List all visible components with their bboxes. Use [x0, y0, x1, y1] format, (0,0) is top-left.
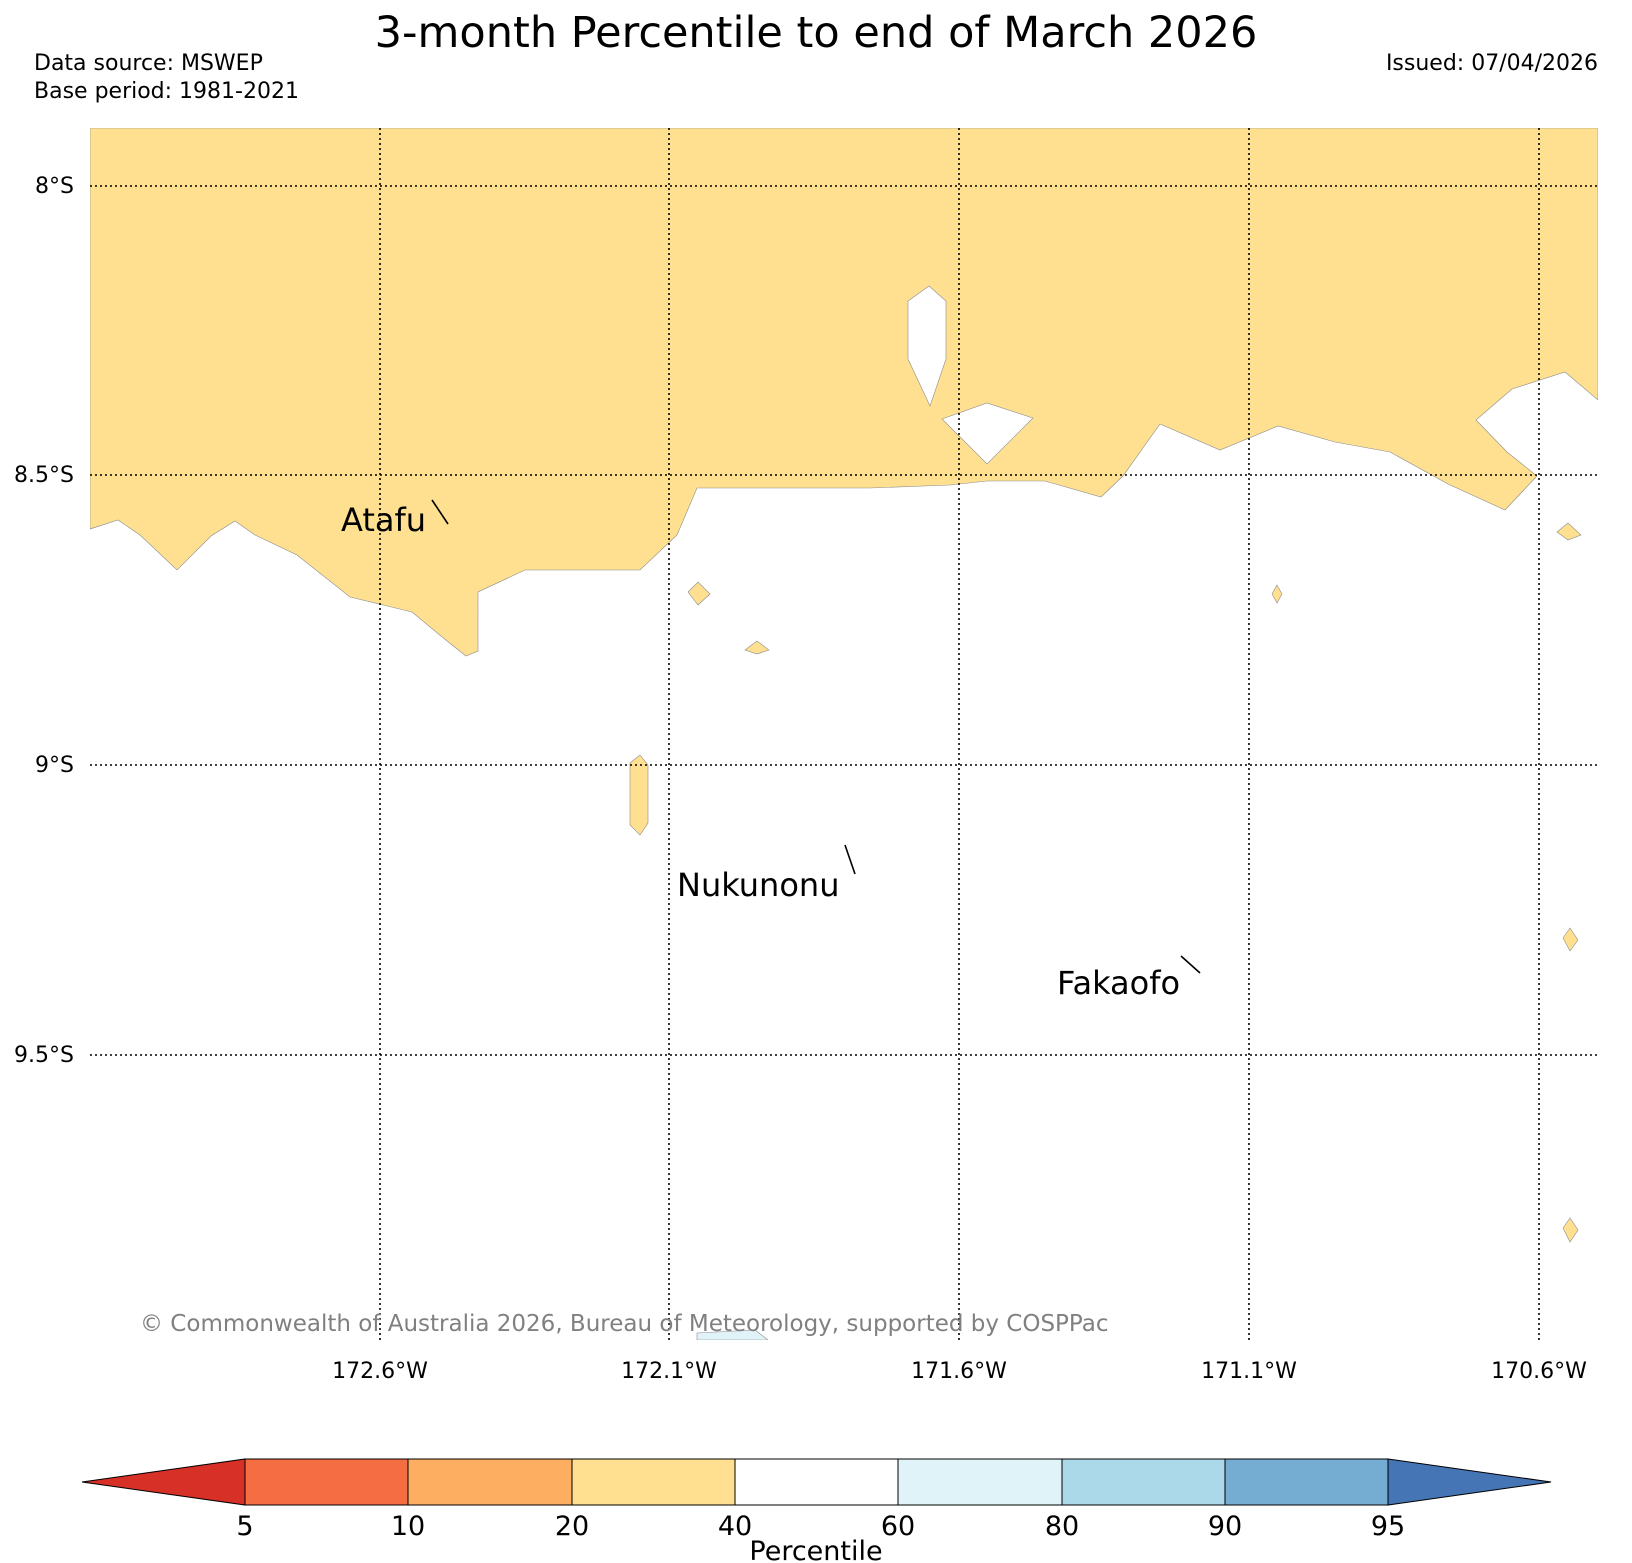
- lon-label: 172.1°W: [621, 1359, 717, 1384]
- colorbar-tick: 80: [1045, 1511, 1079, 1542]
- dry-speck-1: [687, 581, 711, 606]
- lon-label: 172.6°W: [332, 1359, 428, 1384]
- place-label-nukunonu: Nukunonu: [677, 866, 839, 904]
- map-area: Atafu Nukunonu Fakaofo © Commonwealth of…: [90, 128, 1598, 1340]
- colorbar-ticks: 5 10 20 40 60 80 90 95: [236, 1511, 1405, 1542]
- dry-speck-6: [1562, 927, 1579, 952]
- colorbar-segment: [1061, 1458, 1226, 1506]
- lat-label: 8°S: [35, 174, 74, 199]
- colorbar-segment: [571, 1458, 736, 1506]
- colorbar-tick: 95: [1371, 1511, 1405, 1542]
- colorbar-segment: [1224, 1458, 1389, 1506]
- lat-label: 9°S: [35, 753, 74, 778]
- colorbar-label: Percentile: [749, 1536, 882, 1563]
- gridlines: [90, 128, 1598, 1340]
- dry-speck-7: [1562, 1217, 1579, 1243]
- colorbar-tick: 20: [555, 1511, 589, 1542]
- hole-region-2: [941, 402, 1034, 465]
- colorbar-tick: 60: [881, 1511, 915, 1542]
- dry-speck-5: [1556, 522, 1582, 541]
- colorbar-tick: 5: [236, 1511, 253, 1542]
- lat-labels: 8°S 8.5°S 9°S 9.5°S: [14, 174, 74, 1068]
- colorbar-tick: 10: [391, 1511, 425, 1542]
- lon-label: 171.1°W: [1201, 1359, 1297, 1384]
- place-label-atafu: Atafu: [341, 501, 426, 539]
- colorbar-segment: [734, 1458, 899, 1506]
- colorbar-segment: [407, 1458, 573, 1506]
- fakaofo-marker: [1180, 955, 1201, 974]
- wet-speck-1: [696, 1329, 769, 1340]
- lon-label: 171.6°W: [911, 1359, 1007, 1384]
- colorbar-tick: 40: [718, 1511, 752, 1542]
- dry-speck-4: [1271, 584, 1283, 604]
- copyright-notice: © Commonwealth of Australia 2026, Bureau…: [140, 1311, 1109, 1337]
- lon-label: 170.6°W: [1491, 1359, 1587, 1384]
- colorbar: [81, 1458, 1552, 1506]
- colorbar-tick: 90: [1208, 1511, 1242, 1542]
- base-period: Base period: 1981-2021: [34, 79, 299, 104]
- nukunonu-marker: [844, 844, 856, 875]
- lat-label: 9.5°S: [14, 1043, 74, 1068]
- dry-speck-3: [629, 754, 649, 836]
- lon-labels: 172.6°W 172.1°W 171.6°W 171.1°W 170.6°W: [332, 1359, 1587, 1384]
- atafu-marker: [431, 499, 449, 525]
- lat-label: 8.5°S: [14, 463, 74, 488]
- colorbar-extend-high: [1387, 1458, 1552, 1506]
- data-source: Data source: MSWEP: [34, 51, 263, 76]
- colorbar-segment: [897, 1458, 1063, 1506]
- issued-date: Issued: 07/04/2026: [1386, 51, 1598, 76]
- percentile-20-40-region: [90, 128, 1598, 657]
- colorbar-extend-low: [81, 1458, 246, 1506]
- colorbar-segment: [244, 1458, 409, 1506]
- place-label-fakaofo: Fakaofo: [1057, 964, 1180, 1002]
- map-title: 3-month Percentile to end of March 2026: [375, 8, 1258, 58]
- hole-region-1: [907, 285, 947, 407]
- dry-speck-2: [744, 640, 770, 655]
